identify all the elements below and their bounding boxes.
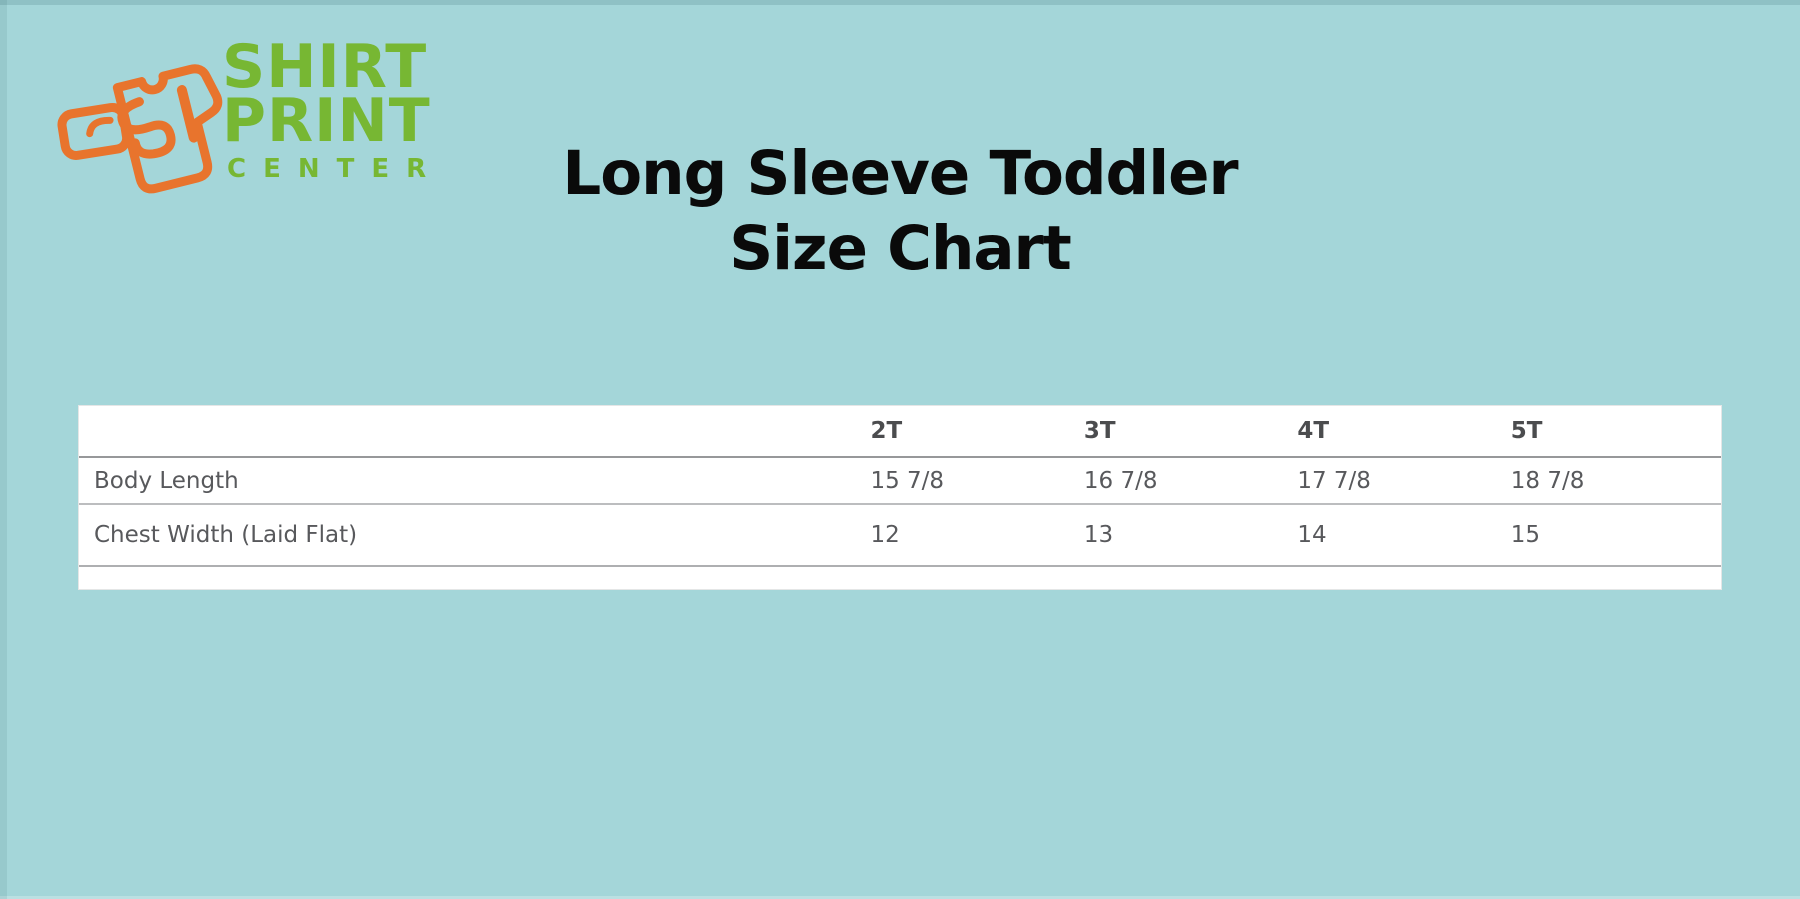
value-cell: 16 7/8 — [1083, 457, 1298, 505]
size-column-header-4t: 4T — [1297, 406, 1511, 458]
size-column-header-2t: 2T — [870, 406, 1084, 458]
row-label: Body Length — [79, 457, 871, 505]
value-cell: 12 — [870, 504, 1084, 567]
value-cell: 17 7/8 — [1297, 457, 1511, 505]
value-cell: 15 — [1510, 504, 1721, 567]
size-column-header-3t: 3T — [1083, 406, 1298, 458]
brand-logo: SHIRT PRINT CENTER — [56, 32, 444, 200]
size-chart-table: 2T 3T 4T 5T Body Length 15 7/8 16 7/8 17… — [79, 406, 1721, 567]
size-chart-card: 2T 3T 4T 5T Body Length 15 7/8 16 7/8 17… — [78, 405, 1722, 590]
size-column-header-5t: 5T — [1510, 406, 1721, 458]
logo-word-print: PRINT — [222, 86, 431, 156]
logo-word-center: CENTER — [227, 154, 444, 184]
value-cell: 13 — [1083, 504, 1298, 567]
shirt-monogram-icon — [57, 64, 223, 194]
table-row-chest-width: Chest Width (Laid Flat) 12 13 14 15 — [79, 504, 1721, 567]
brand-wordmark: SHIRT PRINT CENTER — [222, 32, 444, 184]
value-cell: 15 7/8 — [870, 457, 1084, 505]
title-line-2: Size Chart — [729, 213, 1072, 284]
table-row-body-length: Body Length 15 7/8 16 7/8 17 7/8 18 7/8 — [79, 457, 1721, 505]
value-cell: 14 — [1297, 504, 1511, 567]
title-line-1: Long Sleeve Toddler — [562, 138, 1238, 209]
measurement-column-header — [79, 406, 871, 458]
value-cell: 18 7/8 — [1510, 457, 1721, 505]
row-label: Chest Width (Laid Flat) — [79, 504, 871, 567]
table-header-row: 2T 3T 4T 5T — [79, 406, 1721, 458]
page-title: Long Sleeve Toddler Size Chart — [0, 136, 1800, 286]
logo-word-shirt: SHIRT — [222, 32, 428, 102]
